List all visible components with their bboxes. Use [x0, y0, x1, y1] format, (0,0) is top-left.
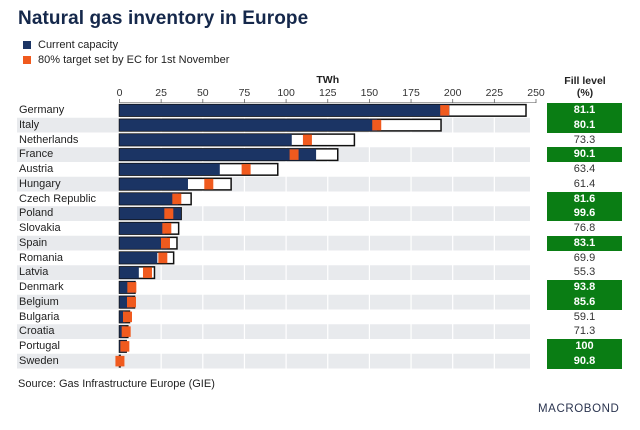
legend-item-target: 80% target set by EC for 1st November [23, 52, 229, 67]
category-label: Czech Republic [19, 192, 97, 205]
bar-current-capacity [119, 163, 220, 176]
target-marker [372, 119, 382, 131]
category-label: Austria [19, 163, 54, 175]
category-label: Germany [19, 104, 65, 116]
x-tick-label: 100 [277, 87, 295, 99]
category-label: Sweden [19, 354, 59, 367]
row-band [17, 353, 530, 369]
fill-level-value: 93.8 [547, 280, 622, 295]
fill-level-value: 59.1 [573, 310, 596, 323]
fill-level-header-title: Fill level [564, 75, 606, 87]
x-tick-label: 175 [402, 87, 420, 99]
bar-current-capacity [119, 193, 178, 205]
category-label: Italy [19, 118, 40, 131]
fill-level-value: 85.6 [547, 294, 622, 310]
bar-current-capacity [119, 252, 158, 264]
chart-title: Natural gas inventory in Europe [18, 8, 309, 29]
x-tick-label: 50 [197, 87, 209, 99]
bar-current-capacity [119, 134, 292, 146]
fill-level-value: 55.3 [573, 266, 596, 279]
fill-level-value: 73.3 [573, 133, 596, 146]
x-tick-label: 0 [117, 87, 123, 99]
target-marker [126, 296, 136, 308]
target-marker [289, 149, 299, 160]
bar-current-capacity [119, 296, 133, 308]
source-note: Source: Gas Infrastructure Europe (GIE) [18, 378, 215, 390]
fill-level-value: 76.8 [573, 222, 596, 234]
target-marker [162, 223, 172, 234]
macrobond-logo: MACROBOND [538, 403, 620, 415]
bar-current-capacity [119, 237, 168, 249]
fill-level-value: 90.1 [547, 147, 622, 162]
bar-current-capacity [119, 266, 139, 279]
x-tick-label: 150 [361, 87, 379, 99]
bar-current-capacity [119, 222, 165, 235]
bar-current-capacity [119, 148, 317, 161]
target-marker [121, 326, 131, 337]
target-marker [120, 341, 130, 352]
category-label: Belgium [19, 295, 59, 308]
category-label: Hungary [19, 177, 61, 190]
x-tick-label: 25 [155, 87, 167, 99]
fill-level-value: 100 [547, 339, 622, 354]
row-band [17, 294, 530, 310]
fill-level-value: 81.6 [547, 191, 622, 207]
target-marker [302, 134, 312, 146]
x-tick-label: 75 [239, 87, 251, 99]
category-label: Poland [19, 207, 54, 220]
category-label: Romania [19, 251, 64, 264]
category-label: Croatia [19, 325, 55, 338]
target-marker [241, 164, 251, 175]
bar-current-capacity [119, 178, 188, 190]
bar-current-capacity [119, 207, 181, 220]
target-marker [158, 252, 168, 264]
fill-level-value: 99.6 [547, 206, 622, 221]
target-marker [122, 311, 132, 323]
target-marker [164, 208, 174, 219]
category-label: Netherlands [19, 133, 79, 146]
legend: Current capacity 80% target set by EC fo… [23, 37, 229, 67]
bar-current-capacity [119, 281, 134, 294]
row-band [17, 324, 530, 339]
bar-current-capacity [119, 119, 378, 131]
category-label: Denmark [19, 281, 64, 293]
fill-level-value: 90.8 [547, 353, 622, 369]
x-tick-label: 250 [527, 87, 545, 99]
legend-item-current: Current capacity [23, 37, 229, 52]
target-marker [172, 193, 182, 205]
legend-label-target: 80% target set by EC for 1st November [38, 53, 230, 66]
bar-current-capacity [119, 311, 126, 323]
target-marker [160, 237, 170, 249]
target-marker [204, 178, 214, 190]
legend-label-current: Current capacity [38, 38, 119, 51]
fill-level-header: Fill level (%) [548, 75, 622, 99]
bar-current-capacity [119, 104, 450, 117]
x-tick-label: 125 [319, 87, 337, 99]
x-tick-label: 225 [486, 87, 504, 99]
fill-level-value: 69.9 [573, 251, 596, 264]
fill-level-value: 83.1 [547, 235, 622, 251]
target-marker [142, 267, 152, 278]
fill-level-header-unit: (%) [576, 87, 594, 99]
target-marker [115, 355, 125, 367]
fill-level-value: 81.1 [547, 103, 622, 118]
x-tick-label: 200 [444, 87, 462, 99]
category-label: Spain [19, 236, 48, 249]
fill-level-value: 80.1 [547, 117, 622, 133]
category-label: Portugal [19, 340, 60, 352]
legend-swatch-target [23, 55, 31, 64]
category-label: Bulgaria [19, 310, 60, 323]
target-marker [440, 105, 450, 116]
fill-level-value: 61.4 [573, 177, 596, 190]
target-marker [127, 282, 137, 293]
category-label: Slovakia [19, 222, 61, 234]
category-label: France [19, 148, 54, 161]
fill-level-value: 63.4 [573, 163, 596, 175]
category-label: Latvia [19, 266, 49, 279]
x-axis-title: TWh [316, 74, 339, 86]
legend-swatch-current [23, 40, 31, 49]
fill-level-value: 71.3 [573, 325, 596, 338]
